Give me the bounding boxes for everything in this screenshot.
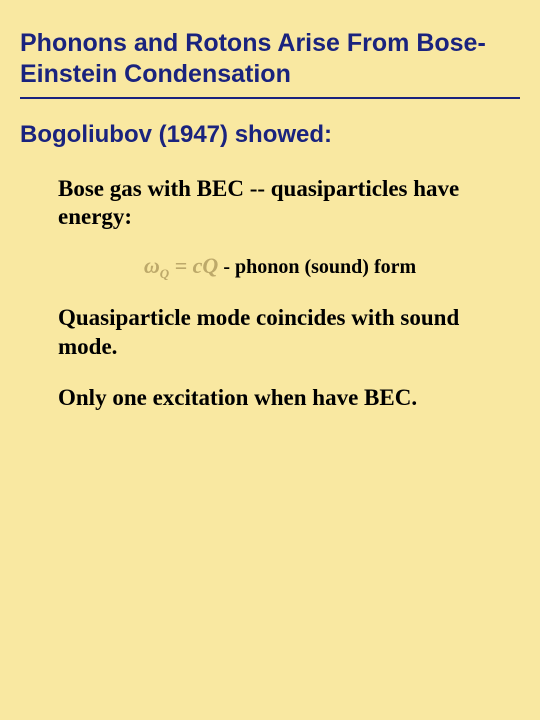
equation-dash: - <box>218 256 235 278</box>
slide: Phonons and Rotons Arise From Bose-Einst… <box>0 0 540 720</box>
paragraph-3: Only one excitation when have BEC. <box>58 384 492 413</box>
paragraph-2: Quasiparticle mode coincides with sound … <box>58 304 492 362</box>
slide-subheading: Bogoliubov (1947) showed: <box>20 121 520 149</box>
equation-relation: = <box>169 253 193 278</box>
equation-tail-text: phonon (sound) form <box>235 256 416 278</box>
equation-rhs: cQ <box>193 253 219 278</box>
slide-title: Phonons and Rotons Arise From Bose-Einst… <box>20 28 520 99</box>
equation-line: ωQ = cQ - phonon (sound) form <box>68 252 492 282</box>
paragraph-1: Bose gas with BEC -- quasiparticles have… <box>58 175 492 233</box>
equation-lhs-symbol: ω <box>144 253 160 278</box>
equation-lhs-subscript: Q <box>160 266 169 281</box>
slide-body: Bose gas with BEC -- quasiparticles have… <box>58 175 492 413</box>
